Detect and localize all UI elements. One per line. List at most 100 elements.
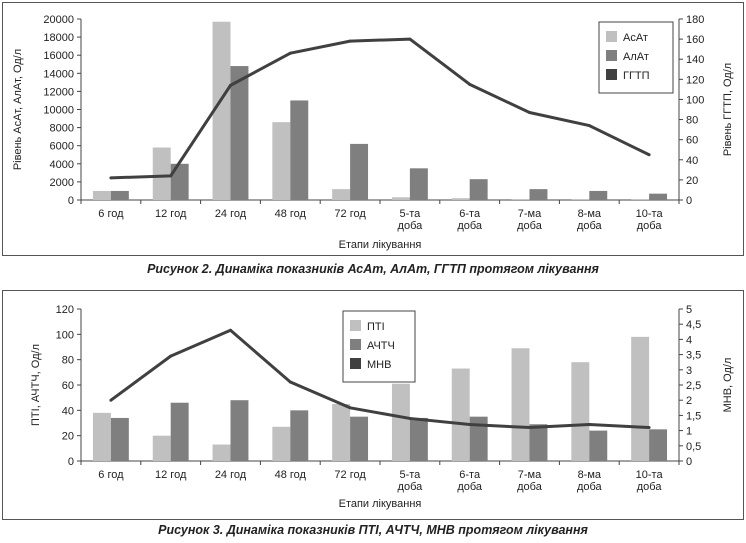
bar-АсАт bbox=[631, 199, 650, 200]
x-tick-label: 7-ма bbox=[518, 469, 542, 481]
y-tick-label-right: 0 bbox=[686, 456, 692, 468]
legend-swatch-ГГТП bbox=[606, 69, 617, 80]
bar-ПТІ bbox=[212, 444, 231, 461]
bar-АЧТЧ bbox=[230, 400, 249, 461]
point-МНВ bbox=[109, 398, 113, 402]
x-tick-label: 72 год bbox=[334, 208, 366, 220]
x-tick-label: 24 год bbox=[215, 208, 247, 220]
bar-АсАт bbox=[451, 198, 470, 200]
point-ГГТП bbox=[169, 174, 173, 178]
bar-ПТІ bbox=[92, 412, 111, 461]
y-tick-label-left: 80 bbox=[62, 355, 74, 367]
x-tick-label: доба bbox=[398, 220, 424, 232]
bar-АсАт bbox=[571, 199, 590, 200]
y-tick-label-left: 20 bbox=[62, 431, 74, 443]
point-ГГТП bbox=[587, 124, 591, 128]
point-ГГТП bbox=[408, 37, 412, 41]
y-tick-label-right: 40 bbox=[686, 155, 698, 167]
bar-АлАт bbox=[589, 190, 608, 200]
x-tick-label: 5-та bbox=[399, 208, 421, 220]
bar-АсАт bbox=[272, 122, 291, 200]
y-tick-label-right: 180 bbox=[686, 14, 704, 26]
bar-ПТІ bbox=[511, 348, 530, 461]
legend-swatch-АЧТЧ bbox=[350, 339, 361, 350]
y-tick-label-left: 12000 bbox=[43, 86, 74, 98]
line-ГГТП bbox=[110, 37, 650, 180]
y-tick-label-right: 1 bbox=[686, 426, 692, 438]
y-axis-title-left: Рівень АсАт, АлАт, Од/л bbox=[12, 49, 24, 170]
y-tick-label-right: 140 bbox=[686, 54, 704, 66]
y-tick-label-right: 120 bbox=[686, 74, 704, 86]
legend-label-АЧТЧ: АЧТЧ bbox=[367, 340, 395, 352]
bar-ПТІ bbox=[571, 362, 590, 461]
y-tick-label-right: 60 bbox=[686, 135, 698, 147]
legend-label-АлАт: АлАт bbox=[623, 51, 649, 63]
x-tick-label: доба bbox=[398, 481, 424, 493]
y-tick-label-right: 3 bbox=[686, 365, 692, 377]
y-tick-label-right: 20 bbox=[686, 175, 698, 187]
bar-АсАт bbox=[332, 189, 351, 200]
y-tick-label-left: 100 bbox=[56, 329, 74, 341]
y-tick-label-left: 40 bbox=[62, 405, 74, 417]
bar-АЧТЧ bbox=[290, 410, 309, 461]
x-tick-label: 48 год bbox=[275, 469, 307, 481]
figure-3-panel: 0 20 40 60 80 100 120 0 0,5 1 1,5 2 2,5 3 3,5 4 4,5 5 6 го… bbox=[2, 290, 744, 520]
y-tick-label-right: 2,5 bbox=[686, 380, 701, 392]
point-МНВ bbox=[348, 406, 352, 410]
x-tick-label: доба bbox=[517, 481, 543, 493]
x-tick-label: 10-та bbox=[636, 469, 664, 481]
point-МНВ bbox=[169, 354, 173, 358]
bar-АлАт bbox=[290, 100, 309, 200]
figure-2-panel: 0 2000 4000 6000 8000 10000 12000 14000 16000 180… bbox=[2, 2, 744, 256]
x-tick-label: 6 год bbox=[98, 208, 124, 220]
point-ГГТП bbox=[229, 83, 232, 87]
y-axis-title-right: МНВ, Од/л bbox=[722, 358, 734, 413]
point-МНВ bbox=[587, 423, 591, 427]
y-tick-label-right: 4 bbox=[686, 334, 692, 346]
bar-АлАт bbox=[350, 143, 369, 200]
point-ГГТП bbox=[288, 51, 292, 55]
bar-ПТІ bbox=[451, 368, 470, 461]
point-МНВ bbox=[528, 426, 531, 430]
point-ГГТП bbox=[647, 153, 651, 157]
line-МНВ bbox=[110, 328, 650, 430]
y-tick-label-left: 2000 bbox=[50, 177, 74, 189]
bar-АЧТЧ bbox=[110, 417, 129, 461]
legend-swatch-АлАт bbox=[606, 50, 617, 61]
bar-АсАт bbox=[391, 197, 410, 200]
y-tick-label-right: 4,5 bbox=[686, 319, 701, 331]
y-tick-label-right: 100 bbox=[686, 94, 704, 106]
figure-2-caption: Рисунок 2. Динаміка показників АсАт, АлА… bbox=[147, 262, 599, 276]
x-tick-label: 48 год bbox=[275, 208, 307, 220]
point-МНВ bbox=[468, 423, 472, 427]
point-ГГТП bbox=[528, 111, 531, 115]
x-tick-label: 6 год bbox=[98, 469, 124, 481]
legend-swatch-АсАт bbox=[606, 31, 617, 42]
x-tick-label: 5-та bbox=[399, 469, 421, 481]
x-tick-label: 8-ма bbox=[578, 208, 602, 220]
bar-АлАт bbox=[170, 163, 189, 200]
y-tick-label-right: 3,5 bbox=[686, 350, 701, 362]
bar-ПТІ bbox=[391, 383, 410, 461]
bar-ПТІ bbox=[152, 435, 171, 461]
chart-pti-aptt-inr: 0 20 40 60 80 100 120 0 0,5 1 1,5 2 2,5 3 3,5 4 4,5 5 6 го… bbox=[30, 304, 734, 510]
y-tick-label-right: 2 bbox=[686, 395, 692, 407]
x-axis-title: Етапи лікування bbox=[339, 498, 422, 510]
x-tick-label: 6-та bbox=[459, 469, 481, 481]
legend-label-ГГТП: ГГТП bbox=[623, 70, 650, 82]
point-МНВ bbox=[229, 328, 232, 332]
point-ГГТП bbox=[348, 39, 352, 43]
point-МНВ bbox=[647, 426, 651, 430]
bar-ПТІ bbox=[631, 336, 650, 461]
y-tick-label-left: 8000 bbox=[50, 123, 74, 135]
bar-АЧТЧ bbox=[409, 417, 428, 461]
bar-ПТІ bbox=[272, 426, 291, 461]
y-tick-label-right: 5 bbox=[686, 304, 692, 316]
point-МНВ bbox=[408, 416, 412, 420]
x-tick-label: 24 год bbox=[215, 469, 247, 481]
bar-ПТІ bbox=[332, 404, 351, 461]
y-tick-label-right: 1,5 bbox=[686, 410, 701, 422]
bar-АсАт bbox=[152, 147, 171, 200]
bar-АЧТЧ bbox=[350, 416, 369, 461]
bar-АЧТЧ bbox=[649, 429, 668, 461]
